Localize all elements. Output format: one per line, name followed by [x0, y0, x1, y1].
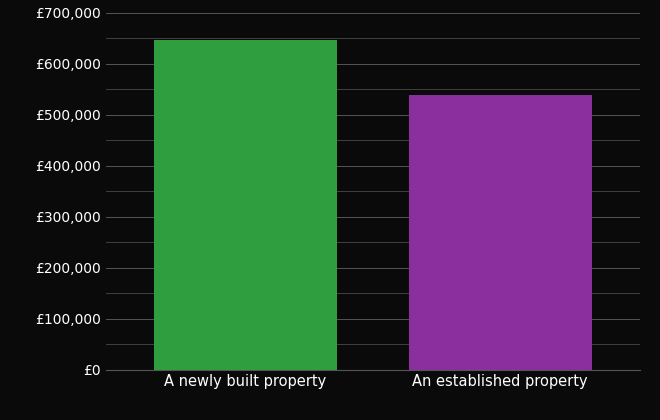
- Bar: [154, 39, 337, 370]
- Bar: [409, 95, 592, 370]
